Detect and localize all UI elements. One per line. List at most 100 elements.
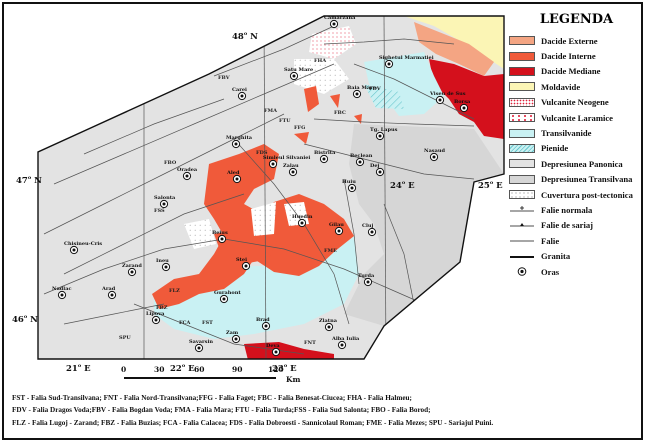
town-label: Ineu xyxy=(156,258,169,264)
legend-label: Granita xyxy=(541,251,571,262)
town-marker: Aled xyxy=(226,170,242,184)
fault-code-label: FME xyxy=(324,248,337,254)
legend-swatch xyxy=(509,66,535,76)
legend-item: Pienide xyxy=(509,141,644,156)
fault-code-label: FBO xyxy=(164,160,177,166)
lon-24-label: 24o E xyxy=(390,180,415,191)
town-marker: Alba Iulia xyxy=(331,336,360,350)
scale-bar: 0 30 60 90 120 Km xyxy=(121,365,301,384)
legend-label: Falie de sariaj xyxy=(541,220,594,231)
town-label: Zalau xyxy=(283,163,299,169)
town-label: Camarzana xyxy=(324,15,356,21)
geologic-map: 48o N 47o N 46o N 21o E 22o E 23o E 24o … xyxy=(12,15,505,384)
town-label: Nasaud xyxy=(424,148,446,154)
legend-label: Depresiunea Transilvana xyxy=(541,174,633,185)
legend-label: Transilvanide xyxy=(541,128,592,139)
legend-item: Falie de sariaj xyxy=(509,218,644,233)
town-label: Lipova xyxy=(146,311,165,317)
town-marker: Zarand xyxy=(122,263,142,277)
town-marker: Stei xyxy=(236,257,251,271)
abbreviations-block: FST - Falia Sud-Transilvana; FNT - Falia… xyxy=(12,392,642,429)
transilvanide-apuseni xyxy=(154,236,359,339)
town-label: Aled xyxy=(226,170,240,176)
legend-label: Dacide Mediane xyxy=(541,66,601,77)
town-label: Gurahont xyxy=(214,290,241,296)
scale-tick-90: 90 xyxy=(232,365,242,374)
pienide-zone xyxy=(364,84,404,109)
fault-code-label: FLZ xyxy=(169,288,180,294)
legend-label: Oras xyxy=(541,266,560,277)
legend-item: Vulcanite Neogene xyxy=(509,95,644,110)
town-label: Zlatna xyxy=(319,318,338,324)
scale-tick-30: 30 xyxy=(154,365,164,374)
moldavide-zone xyxy=(404,16,504,69)
map-figure: 48o N 47o N 46o N 21o E 22o E 23o E 24o … xyxy=(2,2,643,440)
dacide-interne-north-2 xyxy=(330,94,340,108)
legend-item: Dacide Interne xyxy=(509,48,644,63)
fault-code-label: FHA xyxy=(314,58,326,64)
town-marker: Borsa xyxy=(454,99,471,113)
dacide-interne-central xyxy=(214,226,279,264)
legend-swatch xyxy=(509,159,535,169)
legend-label: Vulcanite Laramice xyxy=(541,112,614,123)
fault-code-label: FSS xyxy=(154,208,165,214)
town-label: Dej xyxy=(370,163,380,169)
town-marker: Oradea xyxy=(177,167,198,181)
town-marker: Ineu xyxy=(156,258,171,272)
lon-21-label: 21o E xyxy=(66,363,91,374)
town-marker: Turda xyxy=(358,273,375,287)
legend-swatch xyxy=(509,221,535,230)
post-tectonic-cover xyxy=(294,59,349,94)
legend-item: Depresiunea Transilvana xyxy=(509,172,644,187)
legend-swatch xyxy=(509,128,535,138)
legend-item: Dacide Externe xyxy=(509,33,644,48)
legend-item: Falie normala xyxy=(509,202,644,217)
legend-item: Cuvertura post-tectonica xyxy=(509,187,644,202)
town-marker: Zam xyxy=(226,330,241,344)
town-label: Borsa xyxy=(454,99,471,105)
legend-label: Dacide Externe xyxy=(541,35,598,46)
fault-code-label: FFG xyxy=(294,125,305,131)
fault-code-label: FST xyxy=(202,320,213,326)
town-label: Savarsin xyxy=(189,339,213,345)
town-marker: Carei xyxy=(232,87,247,101)
town-label: Oradea xyxy=(177,167,198,173)
scale-tick-60: 60 xyxy=(194,365,204,374)
town-marker: Dej xyxy=(370,163,385,177)
transylvanian-depression xyxy=(344,124,504,326)
town-label: Satu Mare xyxy=(284,67,313,73)
town-label: Cluj xyxy=(362,223,374,229)
town-label: Simleul Silvaniei xyxy=(263,155,310,161)
town-label: Zam xyxy=(226,330,239,336)
fault-code-label: FDS xyxy=(256,150,268,156)
legend-title: LEGENDA xyxy=(539,12,614,27)
town-label: Stei xyxy=(236,257,247,263)
town-label: Carei xyxy=(232,87,247,93)
vulcanite-neogene-north xyxy=(309,26,356,59)
legend-label: Falie normala xyxy=(541,204,593,215)
town-label: Turda xyxy=(358,273,375,279)
dacide-externe-zone xyxy=(414,22,494,76)
legend-swatch xyxy=(509,82,535,92)
scale-tick-0: 0 xyxy=(121,365,126,374)
town-label: Viseu de Sus xyxy=(429,91,466,97)
town-label: Nadlac xyxy=(52,286,72,292)
fault-code-label: FCA xyxy=(179,320,191,326)
legend-label: Moldavide xyxy=(541,81,581,92)
town-markers: Camarzana Sighetul Marmatiei Satu Mare Care… xyxy=(52,15,471,357)
legend-item: Oras xyxy=(509,264,644,279)
town-marker: Satu Mare xyxy=(284,67,313,81)
town-label: Salonta xyxy=(154,195,176,201)
legend-swatch xyxy=(509,174,535,184)
legend-swatch xyxy=(509,143,535,153)
town-label: Chisineu-Cris xyxy=(64,241,102,247)
legend-label: Dacide Interne xyxy=(541,51,596,62)
legend-label: Cuvertura post-tectonica xyxy=(541,189,633,200)
town-label: Alba Iulia xyxy=(331,336,360,342)
town-label: Marghita xyxy=(226,135,253,141)
town-label: Zarand xyxy=(122,263,142,269)
fault-code-label: SPU xyxy=(119,335,131,341)
town-label: Brad xyxy=(256,317,270,323)
fault-code-label: FNT xyxy=(304,340,316,346)
lat-47-label: 47o N xyxy=(16,175,42,186)
